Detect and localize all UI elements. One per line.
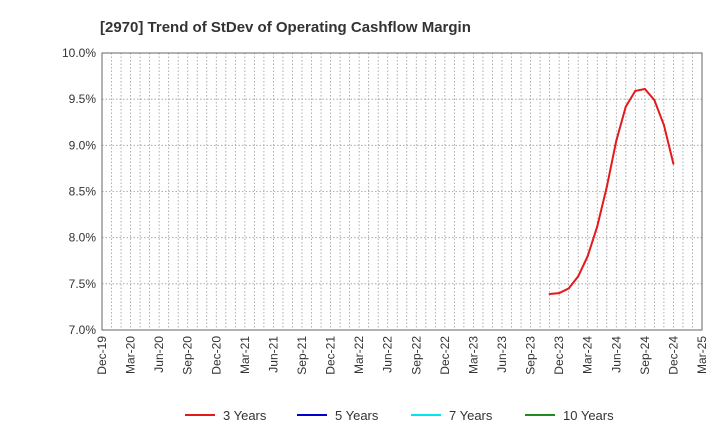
data-point bbox=[615, 139, 618, 142]
grid bbox=[101, 52, 703, 331]
y-tick-label: 9.0% bbox=[69, 138, 97, 152]
x-axis: Dec-19 Mar-20 Jun-20 Sep-20 Dec-20 Mar-21 Jun-… bbox=[95, 336, 709, 375]
x-tick-label: Dec-22 bbox=[438, 336, 452, 375]
x-tick-label: Sep-20 bbox=[181, 336, 195, 375]
data-point bbox=[672, 162, 675, 165]
x-tick-label: Mar-22 bbox=[352, 336, 366, 374]
legend-label: 7 Years bbox=[449, 408, 493, 423]
legend: 3 Years 5 Years 7 Years 10 Years bbox=[185, 408, 614, 423]
data-point bbox=[653, 99, 656, 102]
x-tick-label: Jun-21 bbox=[266, 336, 280, 373]
x-tick-label: Sep-24 bbox=[638, 336, 652, 375]
data-point bbox=[548, 292, 551, 295]
x-tick-label: Sep-23 bbox=[524, 336, 538, 375]
y-tick-label: 9.5% bbox=[69, 92, 97, 106]
data-point bbox=[643, 88, 646, 91]
x-tick-label: Mar-24 bbox=[581, 336, 595, 374]
x-tick-label: Sep-22 bbox=[409, 336, 423, 375]
x-tick-label: Dec-20 bbox=[209, 336, 223, 375]
data-point bbox=[662, 124, 665, 127]
plot-area bbox=[101, 52, 703, 331]
x-tick-label: Mar-20 bbox=[124, 336, 138, 374]
data-point bbox=[577, 275, 580, 278]
y-tick-label: 8.0% bbox=[69, 231, 97, 245]
y-tick-label: 8.5% bbox=[69, 185, 97, 199]
x-tick-label: Jun-20 bbox=[152, 336, 166, 373]
x-tick-label: Jun-24 bbox=[609, 336, 623, 373]
data-point bbox=[634, 89, 637, 92]
chart-title: [2970] Trend of StDev of Operating Cashf… bbox=[100, 19, 471, 36]
x-tick-label: Sep-21 bbox=[295, 336, 309, 375]
data-point bbox=[605, 185, 608, 188]
x-tick-label: Mar-21 bbox=[238, 336, 252, 374]
x-tick-label: Dec-21 bbox=[324, 336, 338, 375]
data-point bbox=[596, 225, 599, 228]
y-tick-label: 7.0% bbox=[69, 323, 97, 337]
x-tick-label: Mar-25 bbox=[695, 336, 709, 374]
x-tick-label: Jun-22 bbox=[381, 336, 395, 373]
data-point bbox=[567, 287, 570, 290]
y-axis: 10.0% 9.5% 9.0% 8.5% 8.0% 7.5% 7.0% bbox=[62, 46, 96, 337]
data-point bbox=[624, 105, 627, 108]
x-tick-label: Jun-23 bbox=[495, 336, 509, 373]
data-point bbox=[558, 292, 561, 295]
x-tick-label: Dec-19 bbox=[95, 336, 109, 375]
data-point bbox=[586, 255, 589, 258]
legend-label: 5 Years bbox=[335, 408, 379, 423]
y-tick-label: 10.0% bbox=[62, 46, 96, 60]
series-group bbox=[548, 87, 675, 295]
x-tick-label: Dec-24 bbox=[666, 336, 680, 375]
legend-label: 3 Years bbox=[223, 408, 267, 423]
series-line-3-years bbox=[549, 87, 675, 295]
x-tick-label: Mar-23 bbox=[466, 336, 480, 374]
y-tick-label: 7.5% bbox=[69, 277, 97, 291]
legend-label: 10 Years bbox=[563, 408, 614, 423]
x-tick-label: Dec-23 bbox=[552, 336, 566, 375]
